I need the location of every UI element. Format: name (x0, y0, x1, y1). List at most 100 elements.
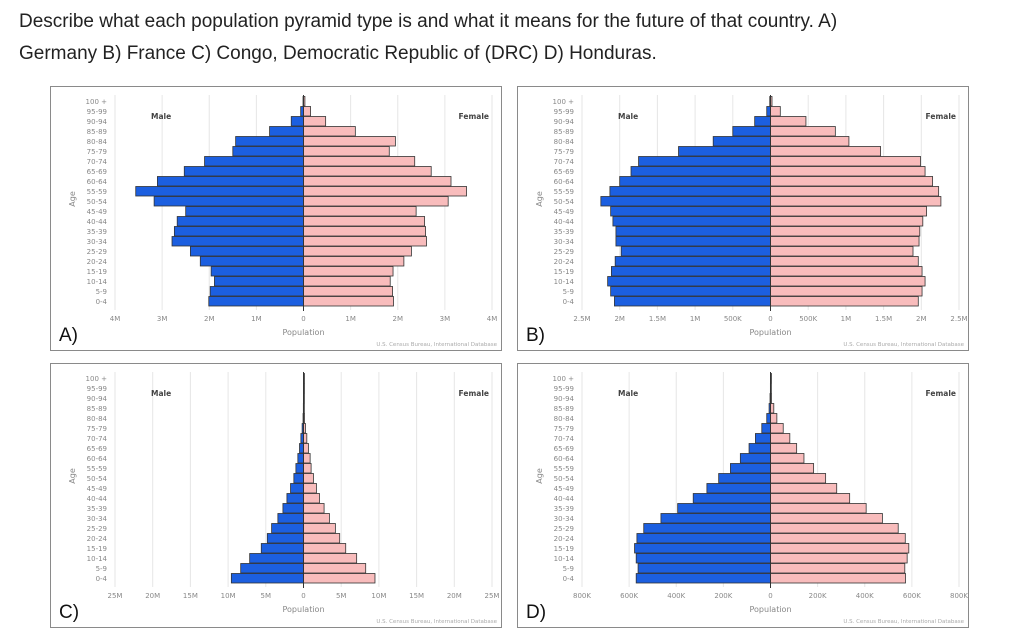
bar-female-80-84 (770, 413, 778, 424)
bar-male-35-39 (677, 503, 771, 514)
bar-male-20-24 (614, 256, 771, 267)
bar-male-55-59 (730, 463, 771, 474)
bar-female-65-69 (770, 443, 798, 454)
bar-female-30-34 (303, 236, 427, 247)
age-label: 100 + (553, 375, 575, 383)
panel-label-a: A) (59, 325, 78, 346)
question-line-1: Describe what each population pyramid ty… (19, 11, 838, 32)
age-label: 70-74 (554, 158, 575, 166)
bar-male-70-74 (204, 156, 304, 167)
y-axis-title: Age (535, 468, 544, 484)
bar-female-40-44 (303, 216, 426, 227)
bar-female-10-14 (770, 553, 908, 564)
bar-female-30-34 (303, 513, 330, 524)
age-label: 60-64 (87, 455, 108, 463)
bar-female-10-14 (770, 276, 926, 287)
bar-male-45-49 (290, 483, 304, 494)
bar-female-35-39 (770, 226, 921, 237)
age-label: 75-79 (87, 425, 107, 433)
bar-male-0-4 (614, 296, 771, 307)
x-tick-label: 200K (714, 592, 732, 600)
bar-female-95-99 (303, 106, 311, 117)
legend-female: Female (926, 112, 956, 121)
bar-female-5-9 (303, 563, 367, 574)
x-axis-title: Population (749, 605, 791, 614)
age-label: 80-84 (87, 415, 108, 423)
bar-female-50-54 (770, 473, 827, 484)
bar-male-85-89 (269, 126, 304, 137)
x-tick-label: 15M (409, 592, 424, 600)
x-tick-label: 1M (841, 315, 852, 323)
bar-male-25-29 (271, 523, 304, 534)
age-label: 20-24 (554, 258, 575, 266)
x-tick-label: 600K (903, 592, 921, 600)
bar-male-10-14 (607, 276, 771, 287)
bar-female-85-89 (770, 126, 836, 137)
bar-male-20-24 (266, 533, 304, 544)
x-tick-label: 0 (301, 315, 305, 323)
bar-female-25-29 (770, 523, 899, 534)
x-tick-label: 10M (221, 592, 236, 600)
bar-female-80-84 (303, 136, 396, 147)
age-label: 50-54 (554, 198, 575, 206)
panel-label-c: C) (59, 602, 80, 623)
x-tick-label: 2M (916, 315, 927, 323)
age-label: 50-54 (87, 475, 108, 483)
age-label: 60-64 (554, 455, 575, 463)
bar-female-35-39 (303, 226, 426, 237)
pyramid-panel-c: 25M 20M 15M 10M 5M 0 5M 10M 15M 20M 25M 0-4 5-9 10-14… (50, 363, 502, 628)
bar-male-0-4 (635, 573, 771, 584)
bar-male-45-49 (185, 206, 304, 217)
bar-female-45-49 (770, 483, 838, 494)
bar-male-5-9 (637, 563, 771, 574)
age-label: 100 + (553, 98, 575, 106)
bar-male-35-39 (282, 503, 304, 514)
age-label: 80-84 (554, 415, 575, 423)
bar-female-95-99 (770, 106, 781, 117)
x-tick-label: 200K (809, 592, 827, 600)
x-tick-label: 4M (487, 315, 498, 323)
legend-male: Male (151, 389, 171, 398)
pyramid-panel-a: 4M 3M 2M 1M 0 1M 2M 3M 4M 0-4 5-9 10-14 15-19 20-24 25… (50, 86, 502, 351)
bar-male-15-19 (210, 266, 304, 277)
age-label: 0-4 (96, 298, 108, 306)
bar-male-85-89 (732, 126, 771, 137)
age-label: 100 + (86, 375, 108, 383)
age-label: 70-74 (554, 435, 575, 443)
x-tick-label: 600K (620, 592, 638, 600)
x-tick-label: 400K (856, 592, 874, 600)
x-tick-label: 20M (145, 592, 160, 600)
x-tick-label: 10M (371, 592, 386, 600)
x-tick-label: 0 (768, 315, 772, 323)
age-label: 40-44 (87, 495, 108, 503)
x-tick-label: 5M (336, 592, 347, 600)
age-label: 15-19 (87, 545, 107, 553)
question-text: Describe what each population pyramid ty… (19, 6, 1009, 70)
source-credit: U.S. Census Bureau, International Databa… (376, 342, 497, 348)
pyramid-chart-d: 800K 600K 400K 200K 0 200K 400K 600K 800K 0-4 5-9 1… (535, 372, 968, 625)
age-label: 75-79 (554, 148, 574, 156)
bar-male-0-4 (230, 573, 304, 584)
age-label: 60-64 (554, 178, 575, 186)
x-tick-label: 25M (485, 592, 500, 600)
bar-female-35-39 (770, 503, 867, 514)
bar-male-25-29 (620, 246, 771, 257)
age-label: 80-84 (87, 138, 108, 146)
legend-female: Female (459, 112, 489, 121)
bar-female-30-34 (770, 513, 883, 524)
age-label: 40-44 (554, 218, 575, 226)
bar-male-30-34 (615, 236, 771, 247)
bar-male-65-69 (748, 443, 771, 454)
x-tick-label: 800K (950, 592, 968, 600)
bar-male-35-39 (615, 226, 771, 237)
bar-male-65-69 (299, 443, 304, 454)
bar-female-85-89 (303, 126, 356, 137)
x-tick-label: 500K (799, 315, 817, 323)
bar-female-70-74 (770, 433, 791, 444)
x-tick-label: 3M (440, 315, 451, 323)
bar-male-40-44 (176, 216, 304, 227)
age-label: 50-54 (554, 475, 575, 483)
age-label: 65-69 (554, 168, 574, 176)
bar-male-40-44 (286, 493, 304, 504)
bar-male-55-59 (609, 186, 771, 197)
